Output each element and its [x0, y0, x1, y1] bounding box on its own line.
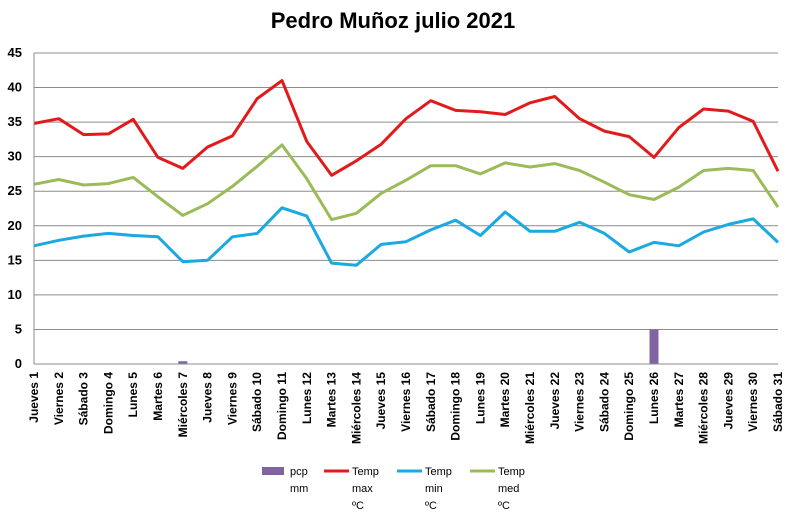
x-tick-label: Jueves 29 — [721, 372, 735, 430]
x-tick-label: Martes 6 — [151, 372, 165, 421]
legend-label: Temp — [498, 466, 525, 478]
y-tick-label: 30 — [8, 149, 22, 164]
x-tick-label: Martes 13 — [325, 372, 339, 428]
legend-label: max — [352, 483, 373, 495]
x-tick-label: Sábado 31 — [771, 372, 785, 432]
x-tick-label: Viernes 23 — [573, 372, 587, 432]
y-tick-label: 15 — [8, 252, 22, 267]
legend-label: ºC — [498, 500, 510, 512]
x-tick-label: Viernes 30 — [746, 372, 760, 432]
x-tick-label: Miércoles 7 — [176, 372, 190, 438]
gridlines — [34, 52, 778, 330]
legend-label: Temp — [352, 466, 379, 478]
x-tick-label: Miércoles 21 — [523, 372, 537, 444]
y-tick-label: 20 — [8, 218, 22, 233]
y-axis-ticks: 0 5 10 15 20 25 30 35 40 45 — [8, 45, 22, 371]
y-tick-label: 35 — [8, 114, 22, 129]
x-axis-ticks: Jueves 1 Viernes 2 Sábado 3 Domingo 4 Lunes … — [27, 372, 785, 444]
legend-label: min — [425, 483, 443, 495]
x-tick-label: Jueves 8 — [201, 372, 215, 423]
x-tick-label: Lunes 12 — [300, 372, 314, 424]
x-tick-label: Martes 27 — [672, 372, 686, 428]
x-tick-label: Lunes 5 — [126, 372, 140, 418]
y-tick-label: 25 — [8, 183, 22, 198]
x-tick-label: Sábado 17 — [424, 372, 438, 432]
x-tick-label: Domingo 4 — [101, 372, 115, 434]
legend-label: med — [498, 483, 519, 495]
x-tick-label: Jueves 15 — [374, 372, 388, 430]
x-tick-label: Domingo 11 — [275, 372, 289, 440]
y-tick-label: 10 — [8, 287, 22, 302]
legend-label: ºC — [425, 500, 437, 512]
series-line-3 — [33, 143, 780, 222]
y-tick-label: 45 — [8, 45, 22, 60]
x-tick-label: Lunes 26 — [647, 372, 661, 424]
x-tick-label: Sábado 10 — [250, 372, 264, 432]
series-line-2 — [33, 206, 780, 267]
legend-label: Temp — [425, 466, 452, 478]
x-tick-label: Miércoles 28 — [697, 372, 711, 444]
y-tick-label: 5 — [15, 321, 22, 336]
legend-label: ºC — [352, 500, 364, 512]
temperature-lines — [33, 79, 780, 267]
x-tick-label: Sábado 3 — [77, 372, 91, 426]
legend-label: pcp — [290, 466, 308, 478]
x-tick-label: Domingo 25 — [622, 372, 636, 441]
y-tick-label: 0 — [15, 356, 22, 371]
series-line-1 — [33, 79, 780, 177]
x-tick-label: Domingo 18 — [449, 372, 463, 441]
precipitation-bars — [178, 329, 659, 364]
x-tick-label: Sábado 24 — [597, 372, 611, 432]
x-tick-label: Viernes 2 — [52, 372, 66, 425]
x-tick-label: Viernes 16 — [399, 372, 413, 432]
pcp-bar — [178, 361, 188, 364]
chart-title: Pedro Muñoz julio 2021 — [271, 8, 515, 33]
pcp-bar — [649, 329, 659, 364]
x-tick-label: Jueves 1 — [27, 372, 41, 423]
x-tick-label: Miércoles 14 — [349, 372, 363, 444]
x-tick-label: Jueves 22 — [548, 372, 562, 430]
legend-swatch — [262, 467, 284, 475]
legend: pcp mm Temp max ºC Temp min ºC Temp med ºC — [262, 466, 525, 512]
y-tick-label: 40 — [8, 80, 22, 95]
x-tick-label: Lunes 19 — [473, 372, 487, 424]
legend-label: mm — [290, 483, 308, 495]
axes — [33, 53, 778, 365]
x-tick-label: Viernes 9 — [225, 372, 239, 425]
x-tick-label: Martes 20 — [498, 372, 512, 428]
